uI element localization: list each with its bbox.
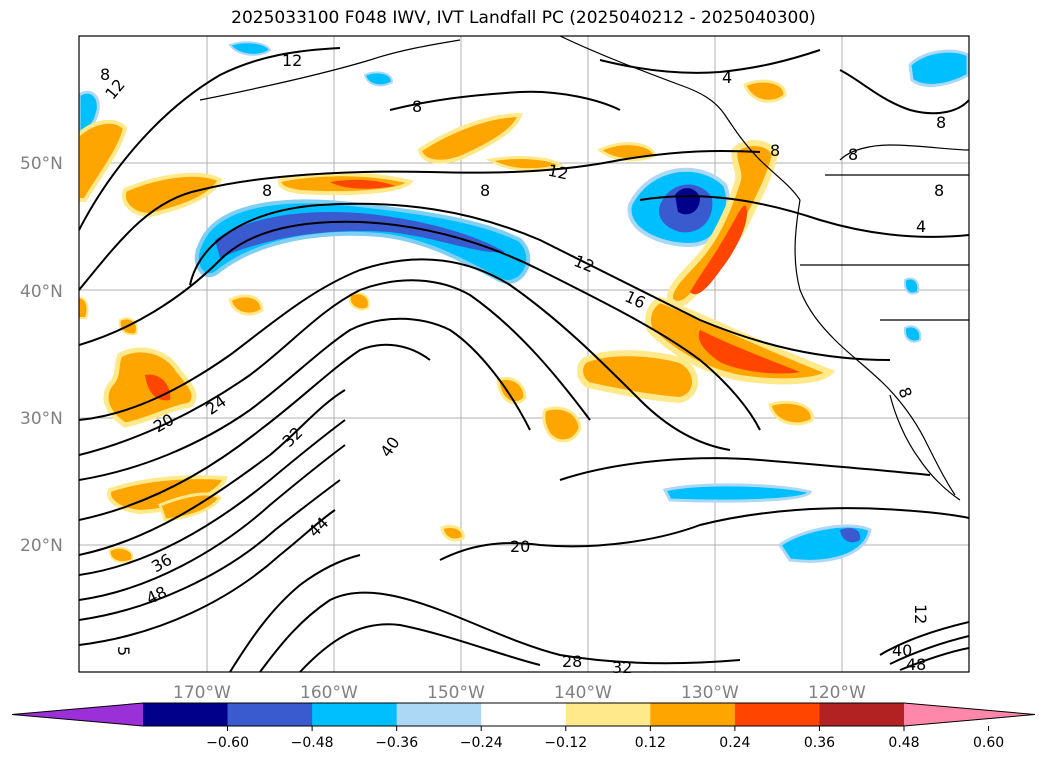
colorbar-segment — [312, 703, 398, 726]
colorbar-segment — [650, 703, 736, 726]
colorbar-tick-label: 0.48 — [888, 735, 919, 751]
contour-label: 5 — [114, 646, 133, 656]
contour-label: 12 — [911, 604, 930, 624]
ivt-contours — [79, 47, 969, 672]
longitude-labels: 170°W 160°W 150°W 140°W 130°W 120°W — [173, 683, 866, 703]
contour-label: 12 — [546, 161, 570, 184]
map-title: 2025033100 F048 IWV, IVT Landfall PC (20… — [231, 8, 816, 28]
contour-label: 20 — [510, 537, 530, 556]
colorbar-segment — [565, 703, 651, 726]
colorbar-extend-low — [12, 703, 143, 726]
contour-label: 4 — [722, 68, 732, 87]
lon-label-120w: 120°W — [808, 683, 866, 703]
contour-label: 4 — [916, 217, 926, 236]
lat-label-30n: 30°N — [20, 409, 63, 429]
colorbar-segment — [734, 703, 820, 726]
colorbar-tick-label: −0.36 — [375, 735, 418, 751]
colorbar-tick-label: −0.24 — [460, 735, 503, 751]
lon-label-130w: 130°W — [681, 683, 739, 703]
colorbar-tick-label: −0.12 — [544, 735, 587, 751]
colorbar-segment — [143, 703, 229, 726]
lat-label-20n: 20°N — [20, 536, 63, 556]
contour-label: 8 — [934, 181, 944, 200]
lat-label-50n: 50°N — [20, 154, 63, 174]
contour-label: 8 — [262, 181, 272, 200]
colorbar-tick-label: 0.36 — [804, 735, 835, 751]
contour-label: 32 — [612, 658, 632, 677]
lon-label-170w: 170°W — [173, 683, 231, 703]
lon-label-140w: 140°W — [554, 683, 612, 703]
contour-label: 8 — [770, 141, 780, 160]
lat-label-40n: 40°N — [20, 282, 63, 302]
colorbar-outline — [11, 702, 1036, 727]
colorbar-segment — [227, 703, 313, 726]
coastlines — [199, 36, 969, 501]
latitude-labels: 50°N 40°N 30°N 20°N — [20, 154, 63, 556]
colorbar: −0.60 −0.48 −0.36 −0.24 −0.12 0.12 0.24 0.36 0.4… — [11, 702, 1036, 751]
colorbar-tick-label: −0.48 — [291, 735, 334, 751]
colorbar-tick-label: −0.60 — [206, 735, 249, 751]
colorbar-tick-label: 0.24 — [719, 735, 750, 751]
contour-label: 28 — [562, 652, 582, 671]
contour-label: 8 — [480, 181, 490, 200]
contour-label: 8 — [100, 65, 110, 84]
contour-label: 8 — [412, 97, 422, 116]
contour-label: 40 — [892, 641, 912, 660]
lon-label-160w: 160°W — [300, 683, 358, 703]
map-frame — [79, 36, 969, 672]
colorbar-extend-high — [904, 703, 1035, 726]
contour-label: 8 — [848, 145, 858, 164]
colorbar-segment — [819, 703, 905, 726]
colorbar-tick-label: 0.60 — [973, 735, 1004, 751]
colorbar-segment — [481, 703, 567, 726]
contour-label: 8 — [936, 113, 946, 132]
colorbar-segment — [396, 703, 482, 726]
contour-label: 48 — [906, 655, 926, 674]
contour-label: 12 — [282, 51, 302, 70]
colorbar-tick-label: 0.12 — [635, 735, 666, 751]
contour-labels: 12 12 8 8 8 12 12 16 8 4 8 8 8 4 8 20 24… — [100, 51, 946, 677]
lon-label-150w: 150°W — [427, 683, 485, 703]
map-border — [78, 35, 970, 673]
